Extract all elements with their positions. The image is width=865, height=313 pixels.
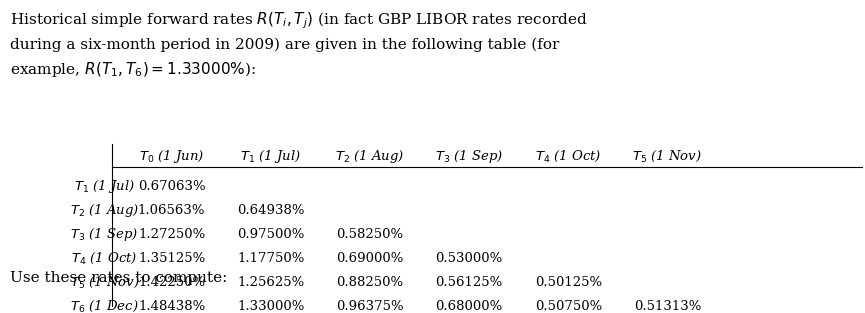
Text: Use these rates to compute:: Use these rates to compute: [10,271,227,285]
Text: $T_5$ (1 Nov): $T_5$ (1 Nov) [70,275,139,290]
Text: $T_1$ (1 Jul): $T_1$ (1 Jul) [240,148,301,165]
Text: 1.33000%: 1.33000% [237,300,304,313]
Text: 1.35125%: 1.35125% [138,252,205,265]
Text: 1.17750%: 1.17750% [237,252,304,265]
Text: 0.67063%: 0.67063% [138,180,206,193]
Text: $T_2$ (1 Aug): $T_2$ (1 Aug) [336,148,405,165]
Text: 1.48438%: 1.48438% [138,300,205,313]
Text: 0.68000%: 0.68000% [435,300,503,313]
Text: $T_6$ (1 Dec): $T_6$ (1 Dec) [70,299,139,313]
Text: 0.69000%: 0.69000% [336,252,404,265]
Text: 1.06563%: 1.06563% [138,204,205,217]
Text: $T_4$ (1 Oct): $T_4$ (1 Oct) [72,251,138,266]
Text: $T_4$ (1 Oct): $T_4$ (1 Oct) [535,149,601,164]
Text: $T_5$ (1 Nov): $T_5$ (1 Nov) [632,149,702,164]
Text: 0.96375%: 0.96375% [336,300,404,313]
Text: $T_3$ (1 Sep): $T_3$ (1 Sep) [70,226,138,243]
Text: $T_1$ (1 Jul): $T_1$ (1 Jul) [74,178,135,195]
Text: 0.58250%: 0.58250% [336,228,404,241]
Text: 0.50125%: 0.50125% [535,276,602,289]
Text: 1.27250%: 1.27250% [138,228,205,241]
Text: 0.51313%: 0.51313% [634,300,702,313]
Text: $T_0$ (1 Jun): $T_0$ (1 Jun) [139,148,204,165]
Text: 0.64938%: 0.64938% [237,204,304,217]
Text: 1.25625%: 1.25625% [237,276,304,289]
Text: 1.42250%: 1.42250% [138,276,205,289]
Text: 0.97500%: 0.97500% [237,228,304,241]
Text: $T_3$ (1 Sep): $T_3$ (1 Sep) [435,148,503,165]
Text: 0.53000%: 0.53000% [435,252,503,265]
Text: 0.56125%: 0.56125% [435,276,503,289]
Text: Historical simple forward rates $R(T_i, T_j)$ (in fact GBP LIBOR rates recorded
: Historical simple forward rates $R(T_i, … [10,10,587,80]
Text: 0.88250%: 0.88250% [336,276,404,289]
Text: $T_2$ (1 Aug): $T_2$ (1 Aug) [70,202,139,219]
Text: 0.50750%: 0.50750% [535,300,602,313]
